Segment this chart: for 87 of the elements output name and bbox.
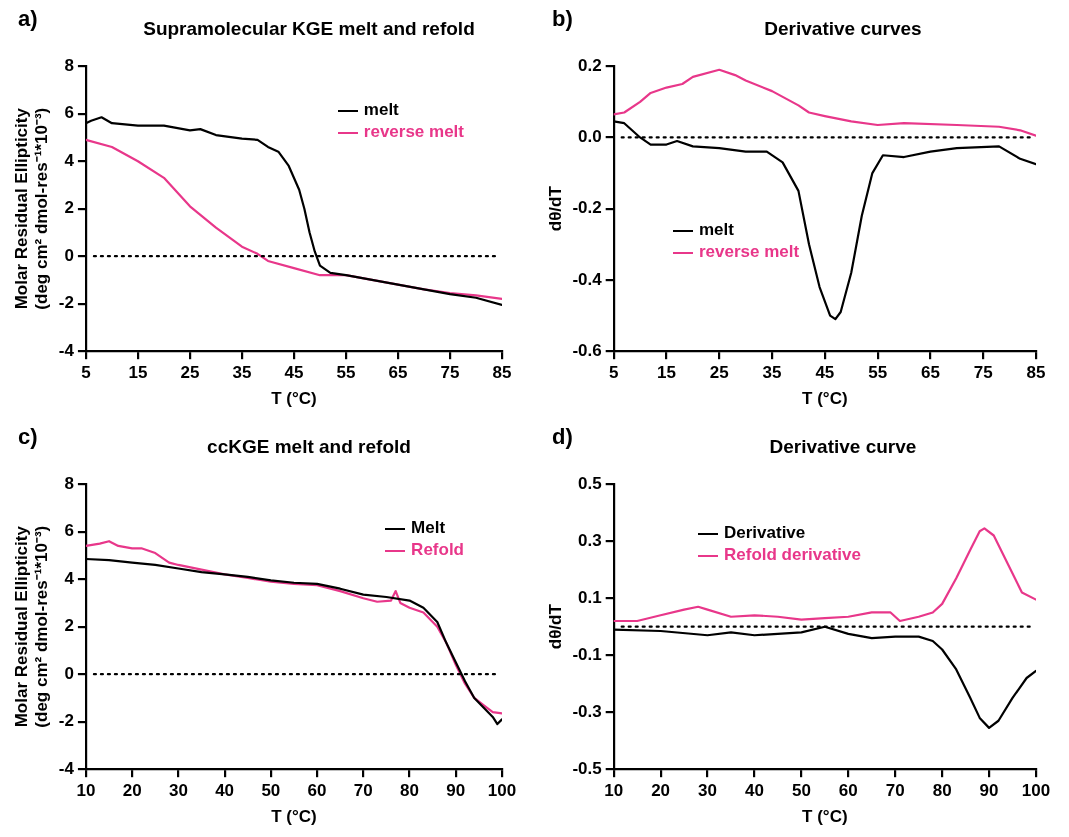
- legend-label: reverse melt: [363, 122, 464, 141]
- y-tick-label: -0.3: [572, 701, 602, 721]
- x-tick-label: 75: [973, 363, 993, 383]
- y-tick-label: 8: [64, 473, 74, 493]
- legend-label: melt: [699, 220, 734, 239]
- y-tick-label: -4: [58, 758, 75, 778]
- x-tick-label: 90: [446, 781, 466, 801]
- x-tick-label: 90: [979, 781, 999, 801]
- legend-label: Refold: [411, 540, 464, 559]
- y-tick-label: 4: [64, 150, 75, 170]
- x-tick-label: 100: [1021, 781, 1051, 801]
- y-axis-title: Molar Residual Ellipticity (deg cm² dmol-res⁻¹*10⁻³): [11, 107, 52, 310]
- x-tick-label: 50: [261, 781, 281, 801]
- x-tick-label: 80: [932, 781, 952, 801]
- x-tick-label: 100: [487, 781, 517, 801]
- y-tick-label: 0: [64, 245, 74, 265]
- y-tick-label: -0.5: [572, 758, 602, 778]
- y-tick-label: -0.4: [572, 269, 603, 289]
- x-tick-label: 25: [180, 363, 200, 383]
- x-tick-label: 80: [400, 781, 419, 801]
- x-axis-title: T (°C): [271, 807, 317, 827]
- x-tick-label: 5: [81, 363, 91, 383]
- x-tick-label: 30: [168, 781, 188, 801]
- y-axis-title: dθ/dT: [545, 185, 565, 232]
- x-tick-label: 20: [122, 781, 142, 801]
- x-tick-label: 30: [698, 781, 717, 801]
- y-tick-label: 0.2: [578, 55, 602, 75]
- text: b): [552, 6, 573, 32]
- text: d): [552, 424, 573, 450]
- chart-title: Derivative curve: [768, 436, 918, 458]
- y-tick-label: -0.2: [572, 198, 602, 218]
- x-tick-label: 50: [791, 781, 811, 801]
- legend-label: Derivative: [724, 523, 806, 542]
- y-tick-label: -2: [58, 711, 74, 731]
- y-tick-label: -4: [58, 340, 75, 360]
- x-tick-label: 75: [440, 363, 460, 383]
- x-tick-label: 35: [232, 363, 252, 383]
- y-tick-label: -0.6: [572, 340, 602, 360]
- y-tick-label: 0.0: [578, 127, 602, 147]
- x-axis-title: T (°C): [271, 389, 317, 409]
- y-tick-label: 2: [64, 616, 74, 636]
- text: a): [18, 6, 38, 32]
- x-tick-label: 40: [745, 781, 764, 801]
- y-tick-label: 6: [64, 103, 74, 123]
- y-tick-label: 0: [64, 663, 74, 683]
- x-axis-title: T (°C): [802, 807, 848, 827]
- y-axis-title: dθ/dT: [545, 603, 565, 650]
- x-tick-label: 10: [76, 781, 96, 801]
- chart-title: ccKGE melt and refold: [206, 436, 412, 458]
- x-tick-label: 15: [128, 363, 148, 383]
- x-tick-label: 70: [353, 781, 373, 801]
- legend-label: melt: [363, 100, 399, 119]
- y-tick-label: 2: [64, 198, 74, 218]
- x-tick-label: 35: [762, 363, 782, 383]
- x-tick-label: 10: [604, 781, 624, 801]
- y-tick-label: 4: [64, 568, 75, 588]
- y-axis-title: Molar Residual Ellipticity (deg cm² dmol-res⁻¹*10⁻³): [11, 525, 52, 728]
- y-tick-label: -2: [58, 293, 74, 313]
- y-tick-label: 0.1: [578, 587, 602, 607]
- x-tick-label: 40: [215, 781, 235, 801]
- x-tick-label: 55: [336, 363, 356, 383]
- x-tick-label: 65: [920, 363, 940, 383]
- x-tick-label: 20: [651, 781, 671, 801]
- legend-label: Melt: [411, 518, 446, 537]
- x-tick-label: 60: [838, 781, 858, 801]
- x-tick-label: 5: [608, 363, 619, 383]
- y-tick-label: 0.5: [578, 473, 602, 493]
- x-tick-label: 55: [868, 363, 888, 383]
- x-tick-label: 70: [885, 781, 905, 801]
- y-tick-label: 8: [64, 55, 74, 75]
- x-tick-label: 85: [1026, 363, 1046, 383]
- y-tick-label: 0.3: [578, 530, 602, 550]
- text: c): [18, 424, 38, 450]
- x-tick-label: 65: [388, 363, 408, 383]
- y-tick-label: -0.1: [572, 644, 602, 664]
- x-axis-title: T (°C): [802, 389, 848, 409]
- x-tick-label: 60: [307, 781, 327, 801]
- y-tick-label: 6: [64, 521, 74, 541]
- chart-title: Derivative curves: [763, 18, 923, 40]
- x-tick-label: 25: [709, 363, 729, 383]
- legend-label: Refold derivative: [724, 545, 861, 564]
- x-tick-label: 85: [492, 363, 512, 383]
- chart-title: Supramolecular KGE melt and refold: [142, 18, 476, 40]
- x-tick-label: 15: [657, 363, 676, 383]
- x-tick-label: 45: [815, 363, 835, 383]
- x-tick-label: 45: [284, 363, 304, 383]
- legend-label: reverse melt: [699, 242, 800, 261]
